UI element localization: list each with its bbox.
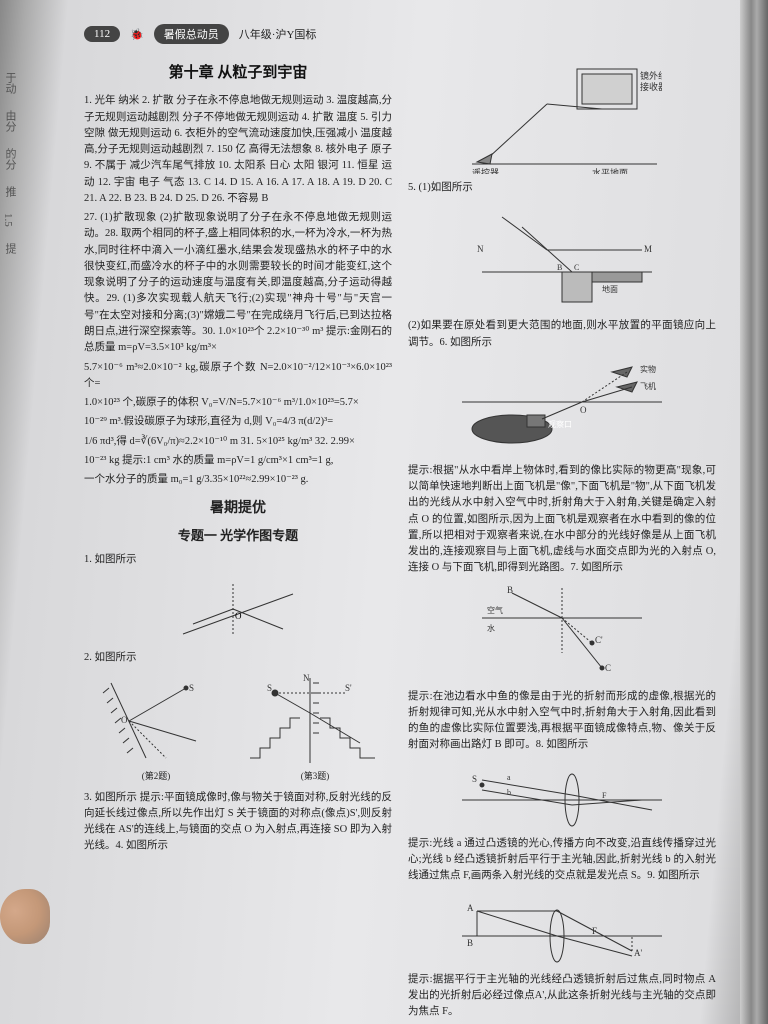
diagram-q2: S O: [91, 673, 221, 768]
book-title: 暑假总动员: [154, 24, 229, 44]
diagram-q3: S S' N: [245, 673, 385, 768]
svg-text:地面: 地面: [602, 284, 618, 294]
diagram-row-2-3: S O (第2题): [84, 673, 392, 784]
hint-7-8: 提示:在池边看水中鱼的像是由于光的折射而形成的虚像,根据光的折射规律可知,光从水…: [408, 689, 716, 754]
hint-6: 提示:根据"从水中看岸上物体时,看到的像比实际的物更高"现象,可以简单快速地判断…: [408, 463, 716, 577]
svg-text:接收器: 接收器: [640, 81, 662, 92]
two-column-layout: 第十章 从粒子到宇宙 1. 光年 纳米 2. 扩散 分子在永不停息地做无规则运动…: [84, 58, 716, 1023]
svg-text:遥控器: 遥控器: [472, 167, 499, 174]
svg-text:N: N: [477, 244, 484, 254]
svg-text:镜外线: 镜外线: [640, 70, 662, 81]
formula-2: 1.0×10²³ 个,碳原子的体积 V₀=V/N=5.7×10⁻⁶ m³/1.0…: [84, 395, 392, 411]
svg-text:B: B: [467, 938, 473, 948]
svg-text:C: C: [605, 663, 611, 673]
svg-text:A': A': [634, 948, 642, 958]
svg-text:水: 水: [487, 623, 495, 633]
caption-q2: (第2题): [91, 770, 221, 784]
diagram-submarine: 实物 飞机 观察口 O: [408, 357, 716, 457]
formula-3: 10⁻²⁹ m³.假设碳原子为球形,直径为 d,则 V₀=4/3 π(d/2)³…: [84, 414, 392, 430]
topic-1-title: 专题一 光学作图专题: [84, 526, 392, 546]
svg-text:A: A: [467, 903, 474, 913]
page-number: 112: [84, 26, 120, 42]
formula-4: 1/6 πd³,得 d=∛(6V₀/π)≈2.2×10⁻¹⁰ m 31. 5×1…: [84, 434, 392, 450]
svg-text:a: a: [507, 773, 511, 782]
svg-text:O: O: [580, 405, 587, 415]
page-edge: [740, 0, 768, 1024]
svg-text:F: F: [592, 926, 597, 936]
svg-text:S: S: [267, 683, 272, 693]
left-column: 第十章 从粒子到宇宙 1. 光年 纳米 2. 扩散 分子在永不停息地做无规则运动…: [84, 58, 392, 1023]
item-2: 2. 如图所示: [84, 650, 392, 666]
svg-text:M: M: [644, 244, 652, 254]
side-tabs: 于动由分的分推1.5提: [0, 60, 30, 266]
svg-text:B: B: [507, 585, 513, 595]
svg-text:F: F: [602, 791, 607, 800]
bug-icon: 🐞: [130, 28, 144, 41]
hint-8-9: 提示:光线 a 通过凸透镜的光心,传播方向不改变,沿直线传播穿过光心;光线 b …: [408, 836, 716, 885]
svg-text:O: O: [235, 611, 242, 621]
caption-q3: (第3题): [245, 770, 385, 784]
svg-text:空气: 空气: [487, 605, 503, 615]
svg-text:S': S': [345, 683, 352, 693]
answers-block-1: 1. 光年 纳米 2. 扩散 分子在永不停息地做无规则运动 3. 温度越高,分子…: [84, 93, 392, 207]
svg-text:N: N: [303, 673, 310, 683]
textbook-page: 112 🐞 暑假总动员 八年级·沪Y国标 第十章 从粒子到宇宙 1. 光年 纳米…: [40, 0, 740, 1024]
item-5b-6: (2)如果要在原处看到更大范围的地面,则水平放置的平面镜应向上调节。6. 如图所…: [408, 318, 716, 351]
svg-text:C: C: [574, 263, 579, 272]
diagram-remote: 镜外线 接收器 遥控器 水平地面: [408, 64, 716, 174]
svg-text:飞机: 飞机: [640, 381, 656, 391]
formula-6: 一个水分子的质量 m₀=1 g/3.35×10²²≈2.99×10⁻²³ g.: [84, 472, 392, 488]
formula-5: 10⁻²³ kg 提示:1 cm³ 水的质量 m=ρV=1 g/cm³×1 cm…: [84, 453, 392, 469]
grade-label: 八年级·沪Y国标: [239, 26, 317, 42]
svg-text:实物: 实物: [640, 364, 656, 374]
svg-text:b: b: [507, 788, 511, 797]
diagram-mirror-ray: O: [84, 574, 392, 644]
item-1: 1. 如图所示: [84, 552, 392, 568]
diagram-lens-focus: A B A' F: [408, 891, 716, 966]
right-column: 镜外线 接收器 遥控器 水平地面 5. (1)如图所示: [408, 58, 716, 1023]
chapter-title: 第十章 从粒子到宇宙: [84, 62, 392, 85]
hint-9: 提示:据据平行于主光轴的光线经凸透镜折射后过焦点,同时物点 A 发出的光折射后必…: [408, 972, 716, 1021]
svg-text:S: S: [472, 774, 477, 784]
page-header: 112 🐞 暑假总动员 八年级·沪Y国标: [84, 24, 716, 44]
svg-text:S: S: [189, 683, 194, 693]
svg-text:水平地面: 水平地面: [592, 167, 628, 174]
answers-block-2: 27. (1)扩散现象 (2)扩散现象说明了分子在永不停息地做无规则运动。28.…: [84, 210, 392, 356]
diagram-lens-ab: S a b F: [408, 760, 716, 830]
svg-text:B: B: [557, 263, 562, 272]
item-3: 3. 如图所示 提示:平面镜成像时,像与物关于镜面对称,反射光线的反向延长线过像…: [84, 790, 392, 855]
svg-text:O: O: [121, 715, 128, 725]
formula-1: 5.7×10⁻⁶ m³≈2.0×10⁻² kg,碳原子个数 N=2.0×10⁻²…: [84, 360, 392, 393]
diagram-refraction-fish: 空气 水 C C' B: [408, 583, 716, 683]
diagram-periscope: N M B C 地面: [408, 202, 716, 312]
svg-text:C': C': [595, 635, 603, 645]
item-5: 5. (1)如图所示: [408, 180, 716, 196]
summer-section-title: 暑期提优: [84, 498, 392, 520]
svg-text:观察口: 观察口: [548, 419, 572, 429]
